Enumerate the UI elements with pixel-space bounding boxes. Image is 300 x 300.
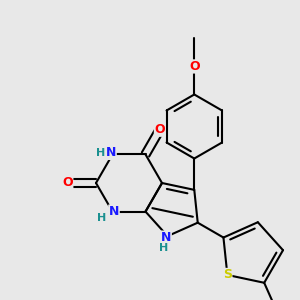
Text: O: O — [189, 60, 200, 73]
Text: N: N — [161, 231, 171, 244]
Text: O: O — [154, 123, 165, 136]
Text: O: O — [62, 176, 73, 190]
Text: H: H — [97, 148, 106, 158]
Text: S: S — [223, 268, 232, 281]
Text: N: N — [109, 205, 119, 218]
Text: N: N — [106, 146, 116, 159]
Text: H: H — [98, 213, 106, 223]
Text: H: H — [159, 242, 169, 253]
